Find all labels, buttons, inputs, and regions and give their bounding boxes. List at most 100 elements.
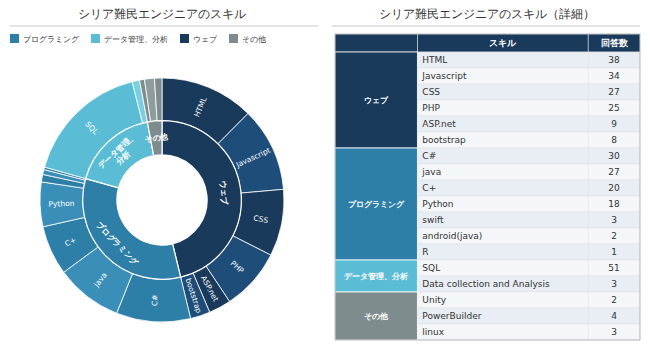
count-label: 2 — [611, 295, 617, 305]
count-label: 1 — [611, 247, 617, 257]
table-cell — [588, 228, 640, 244]
table-cell — [588, 244, 640, 260]
count-label: 4 — [611, 311, 617, 321]
skill-label: bootstrap — [422, 135, 466, 145]
table-cell — [588, 52, 640, 68]
slice — [154, 78, 162, 121]
category-cell — [335, 260, 417, 292]
outer-ring — [40, 78, 284, 322]
table-cell — [588, 180, 640, 196]
table-cell — [417, 164, 588, 180]
skill-label: PHP — [422, 103, 440, 113]
legend-label: プログラミング — [23, 35, 80, 44]
category-label: プログラミング — [348, 200, 405, 209]
table-cell — [417, 292, 588, 308]
table-cell — [417, 148, 588, 164]
table-cell — [588, 116, 640, 132]
skill-label: Data collection and Analysis — [422, 279, 550, 289]
category-label: データ管理、分析 — [344, 272, 408, 281]
count-label: 30 — [608, 151, 620, 161]
table-cell — [588, 148, 640, 164]
legend-label: その他 — [242, 35, 266, 44]
category-cell — [335, 292, 417, 340]
count-label: 8 — [611, 135, 617, 145]
table-cell — [417, 132, 588, 148]
legend: プログラミング データ管理、分析 ウェブ その他 — [10, 34, 266, 44]
slice-label: java — [91, 271, 108, 290]
category-cell — [335, 148, 417, 260]
count-label: 18 — [608, 199, 620, 209]
slice-label: CSS — [253, 213, 269, 225]
table-cell — [588, 324, 640, 340]
table-cell — [588, 100, 640, 116]
donut-labels: HTMLJavascriptCSSPHPASP.netbootstrapC#ja… — [48, 95, 272, 315]
title: シリア難民エンジニアのスキル（詳細） — [379, 7, 595, 21]
title: シリア難民エンジニアのスキル — [78, 7, 246, 21]
slice — [40, 182, 85, 227]
count-label: 38 — [608, 55, 620, 65]
skill-label: swift — [422, 215, 444, 225]
legend-label: データ管理、分析 — [104, 35, 168, 44]
slice-label: その他 — [144, 133, 170, 144]
header-cell — [335, 34, 417, 52]
legend-item: その他 — [229, 34, 266, 44]
column-header: 回答数 — [601, 38, 629, 48]
table: スキル回答数HTML38Javascript34CSS27PHP25ASP.ne… — [335, 34, 640, 340]
slice-label: Python — [48, 199, 75, 209]
slice-label: データ管理、分析 — [96, 131, 144, 177]
skill-label: C# — [422, 151, 436, 161]
count-label: 2 — [611, 231, 617, 241]
category-label: ウェブ — [364, 96, 389, 105]
table-cell — [417, 100, 588, 116]
header-cell — [588, 34, 640, 52]
legend-label: ウェブ — [193, 35, 218, 44]
table-cell — [417, 260, 588, 276]
inner-ring — [83, 121, 242, 280]
slice-label: PHP — [229, 259, 246, 276]
count-label: 27 — [608, 167, 619, 177]
header-cell — [417, 34, 588, 52]
table-cell — [417, 116, 588, 132]
slice-label: プログラミング — [94, 220, 140, 267]
skill-label: ASP.net — [422, 119, 456, 129]
table-cell — [588, 196, 640, 212]
category-label: その他 — [364, 312, 389, 321]
title-rule — [10, 26, 318, 27]
column-header: スキル — [489, 38, 517, 48]
slice-label: C# — [150, 294, 160, 306]
table-cell — [588, 292, 640, 308]
table-cell — [588, 132, 640, 148]
count-label: 20 — [608, 183, 620, 193]
skill-label: Python — [422, 199, 453, 209]
slice-label: Javascript — [234, 146, 272, 170]
table-cell — [417, 324, 588, 340]
skill-label: CSS — [422, 87, 440, 97]
legend-swatch — [10, 34, 19, 43]
legend-item: ウェブ — [180, 34, 218, 44]
table-cell — [588, 212, 640, 228]
legend-swatch — [229, 34, 238, 43]
skill-label: linux — [422, 327, 444, 337]
table-cell — [588, 260, 640, 276]
legend-item: データ管理、分析 — [91, 34, 168, 44]
skill-label: android(java) — [422, 231, 482, 241]
donut — [40, 78, 284, 322]
count-label: 27 — [608, 87, 619, 97]
table-cell — [417, 228, 588, 244]
legend-item: プログラミング — [10, 34, 80, 44]
count-label: 3 — [611, 327, 617, 337]
category-cell — [335, 52, 417, 148]
table-cell — [417, 212, 588, 228]
table-cell — [417, 68, 588, 84]
slice-label: ASP.net — [199, 274, 220, 303]
skill-label: HTML — [422, 55, 447, 65]
table-border — [335, 34, 640, 340]
count-label: 3 — [611, 215, 617, 225]
table-cell — [417, 196, 588, 212]
count-label: 25 — [608, 103, 619, 113]
count-label: 9 — [611, 119, 617, 129]
skill-label: Javascript — [421, 71, 467, 81]
title-rule — [332, 26, 640, 27]
chart-root: シリア難民エンジニアのスキルプログラミングデータ管理、分析ウェブその他HTMLJ… — [0, 0, 650, 348]
table-cell — [417, 308, 588, 324]
